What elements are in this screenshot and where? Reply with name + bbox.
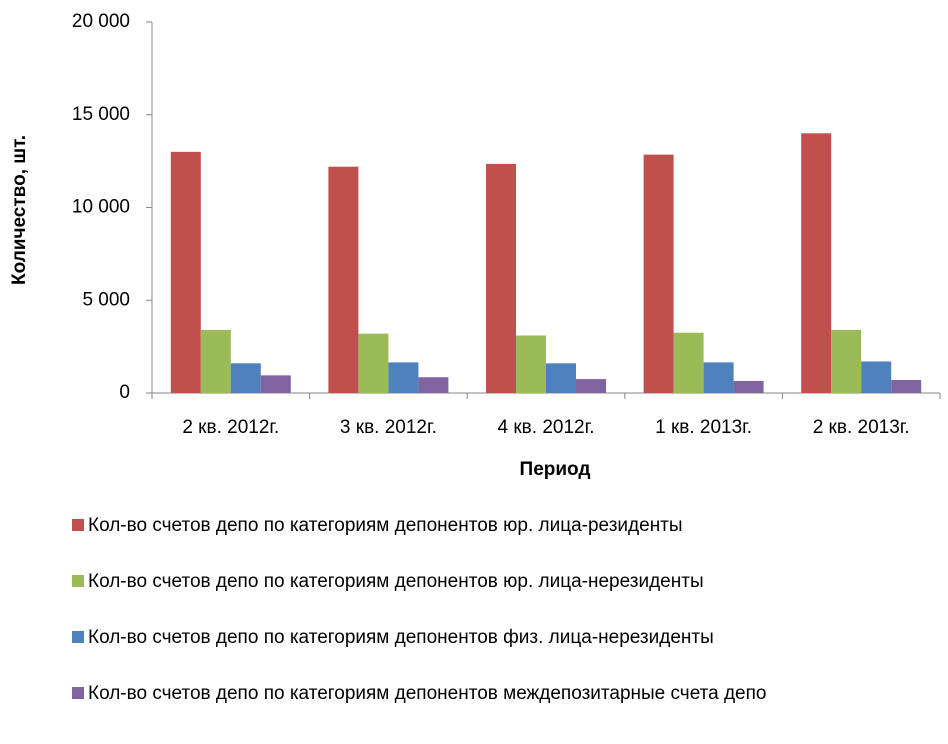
bar (643, 154, 674, 393)
x-tick-label: 2 кв. 2012г. (182, 417, 279, 438)
bar (891, 380, 922, 393)
legend-swatch (72, 687, 84, 699)
legend-label: Кол-во счетов депо по категориям депонен… (88, 627, 714, 648)
x-tick-label: 1 кв. 2013г. (655, 417, 752, 438)
bar (546, 363, 576, 393)
bar (733, 380, 764, 393)
x-tick-label: 2 кв. 2013г. (813, 417, 910, 438)
legend-label: Кол-во счетов депо по категориям депонен… (88, 515, 683, 536)
bar (260, 375, 291, 393)
y-tick-label: 0 (119, 382, 130, 403)
bar (801, 133, 832, 394)
legend-item: Кол-во счетов депо по категориям депонен… (72, 619, 922, 656)
x-tick-label: 4 кв. 2012г. (498, 417, 595, 438)
bar (358, 333, 389, 393)
y-tick-label: 10 000 (72, 197, 130, 218)
bar (861, 361, 892, 393)
legend-swatch (72, 519, 84, 531)
bar (486, 163, 516, 393)
legend-item: Кол-во счетов депо по категориям депонен… (72, 507, 922, 544)
bar (230, 363, 261, 393)
y-tick-label: 5 000 (82, 289, 130, 310)
x-tick-label: 3 кв. 2012г. (340, 417, 437, 438)
y-tick-label: 20 000 (72, 11, 130, 32)
bar (200, 329, 231, 393)
x-axis-title: Период (520, 459, 591, 480)
bar (170, 151, 201, 393)
legend-item: Кол-во счетов депо по категориям депонен… (72, 675, 922, 712)
bar (418, 377, 449, 393)
bar (703, 362, 734, 393)
bar (516, 335, 546, 393)
legend-label: Кол-во счетов депо по категориям депонен… (88, 683, 767, 704)
legend-swatch (72, 631, 84, 643)
legend-swatch (72, 575, 84, 587)
legend-item: Кол-во счетов депо по категориям депонен… (72, 563, 922, 600)
bar (831, 329, 862, 393)
bar (388, 362, 419, 393)
y-tick-label: 15 000 (72, 104, 130, 125)
bar (673, 332, 704, 393)
legend-label: Кол-во счетов депо по категориям депонен… (88, 571, 704, 592)
y-axis-title: Количество, шт. (9, 135, 30, 285)
bar (328, 166, 359, 393)
bar (576, 379, 606, 393)
